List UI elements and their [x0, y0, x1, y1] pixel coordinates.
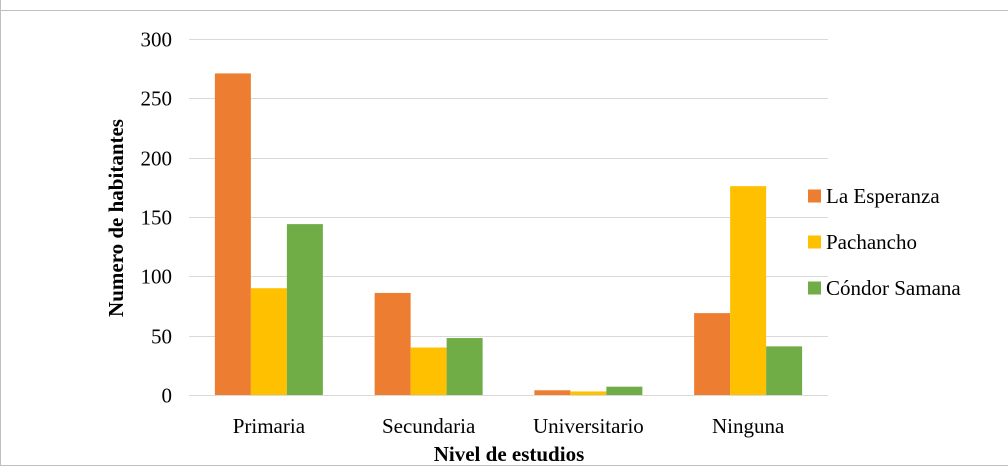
bars [214, 73, 803, 395]
bar [214, 73, 251, 395]
x-tick-label: Secundaria [382, 414, 476, 438]
y-tick-label: 250 [141, 87, 173, 111]
x-axis-ticks: Primaria Secundaria Universitario Ninguna [233, 414, 785, 438]
bar [250, 288, 287, 395]
y-tick-label: 0 [162, 384, 173, 408]
legend-swatch [808, 189, 821, 203]
bar [694, 313, 731, 395]
legend-swatch [808, 281, 821, 295]
bar [410, 347, 447, 395]
bar [534, 390, 571, 395]
y-tick-label: 150 [141, 206, 173, 230]
y-tick-label: 50 [151, 325, 172, 349]
bar [286, 224, 323, 395]
legend: La Esperanza Pachancho Cóndor Samana [808, 184, 961, 300]
y-tick-label: 100 [141, 265, 173, 289]
y-axis-ticks: 0 50 100 150 200 250 300 [141, 28, 173, 408]
x-tick-label: Universitario [533, 414, 644, 438]
bar [374, 292, 411, 395]
legend-label: La Esperanza [826, 184, 940, 208]
legend-label: Pachancho [826, 230, 917, 254]
legend-swatch [808, 235, 821, 249]
x-axis-title: Nivel de estudios [434, 442, 585, 466]
bar [730, 186, 767, 395]
y-tick-label: 300 [141, 28, 173, 52]
bar [766, 346, 803, 395]
x-tick-label: Ninguna [712, 414, 785, 438]
bar [570, 391, 607, 395]
x-tick-label: Primaria [233, 414, 306, 438]
legend-label: Cóndor Samana [826, 276, 961, 300]
bar [606, 386, 643, 395]
y-tick-label: 200 [141, 147, 173, 171]
bar [446, 338, 483, 395]
y-axis-title: Numero de habitantes [104, 119, 128, 317]
